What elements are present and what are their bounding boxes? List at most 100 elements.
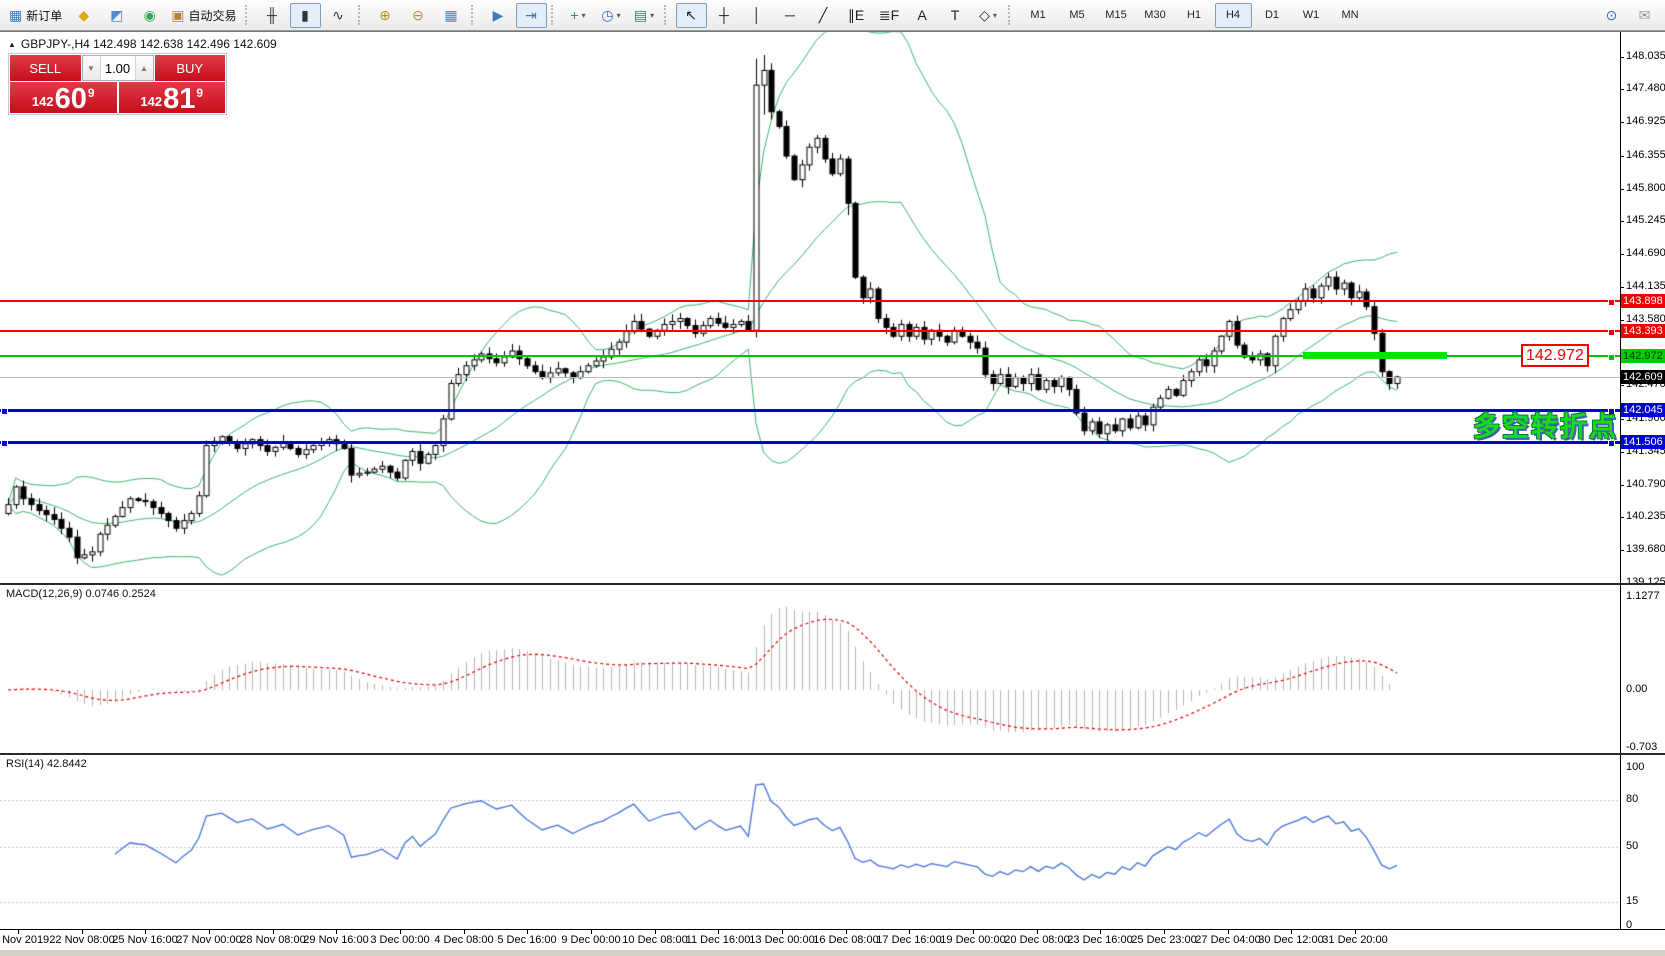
- arrows-icon: ◇: [979, 7, 990, 23]
- zoom-out-icon: ⊖: [412, 7, 424, 23]
- resistance-line-2-handle: [1608, 328, 1615, 336]
- price-tick-mark: [1620, 550, 1624, 551]
- bar-chart-button[interactable]: ╫: [257, 3, 288, 28]
- price-tick-label: 146.925: [1626, 115, 1665, 127]
- trendline-button[interactable]: ╱: [808, 3, 839, 28]
- new-order-button[interactable]: ▦ 新订单: [5, 3, 66, 28]
- volume-up-button[interactable]: ▲: [134, 56, 153, 80]
- timeframe-d1-button[interactable]: D1: [1264, 9, 1280, 21]
- autotrading-button[interactable]: ▣ 自动交易: [167, 3, 240, 28]
- templates-button[interactable]: ▤ ▾: [629, 3, 660, 28]
- text-button[interactable]: A: [907, 3, 938, 28]
- rsi-panel-canvas[interactable]: [0, 754, 1620, 929]
- price-tick-mark: [1620, 517, 1624, 518]
- pivot-line-thick-segment[interactable]: [1303, 352, 1447, 359]
- price-tick-label: 144.690: [1626, 247, 1665, 259]
- main-chart-canvas[interactable]: [0, 31, 1620, 584]
- timeframe-w1-button[interactable]: W1: [1302, 9, 1320, 21]
- price-badge-143.393: 143.393: [1621, 324, 1665, 338]
- resistance-line-2[interactable]: [0, 328, 1620, 336]
- candlestick-chart-button[interactable]: ▮: [289, 2, 321, 28]
- price-tick-mark: [1620, 254, 1624, 255]
- timeframe-m5-button[interactable]: M5: [1069, 9, 1085, 21]
- price-tick-label: 139.680: [1626, 543, 1665, 555]
- horizontal-line-button[interactable]: ─: [775, 3, 806, 28]
- support-line-2[interactable]: [0, 440, 1620, 447]
- zoom-out-button[interactable]: ⊖: [403, 3, 434, 28]
- arrows-button[interactable]: ◇ ▾: [973, 3, 1004, 28]
- buy-price-prefix: 142: [140, 94, 163, 109]
- periods-icon: ◷: [601, 7, 614, 23]
- price-tick-label: 146.355: [1626, 149, 1665, 161]
- zoom-in-button[interactable]: ⊕: [370, 3, 401, 28]
- pivot-annotation-text[interactable]: 多空转折点: [1473, 412, 1618, 442]
- navigator-button[interactable]: ◩: [101, 3, 132, 28]
- toolbar-separator: [663, 5, 670, 25]
- community-button[interactable]: ✉: [1629, 3, 1660, 28]
- macd-panel-separator[interactable]: [0, 583, 1665, 585]
- time-tick-mark: [1037, 930, 1038, 934]
- support-line-1[interactable]: [0, 408, 1620, 415]
- one-click-collapse-icon[interactable]: ▲: [8, 39, 16, 49]
- vertical-line-button[interactable]: │: [742, 3, 773, 28]
- support-line-2-handle: [1608, 440, 1615, 447]
- volume-down-button[interactable]: ▼: [82, 56, 101, 80]
- sell-price-button[interactable]: 142 60 9: [10, 82, 117, 114]
- new-order-button-label: 新订单: [26, 8, 63, 23]
- timeframe-m1-button[interactable]: M1: [1030, 9, 1046, 21]
- fibonacci-button[interactable]: ≣F: [874, 3, 905, 28]
- search-button[interactable]: ⊙: [1596, 3, 1627, 28]
- macd-panel-canvas[interactable]: [0, 584, 1620, 754]
- time-tick-mark: [336, 930, 337, 934]
- periods-button[interactable]: ◷ ▾: [596, 3, 627, 28]
- buy-button[interactable]: BUY: [154, 55, 225, 81]
- time-tick-label: 27 Nov 00:00: [176, 934, 242, 946]
- price-badge-142.609: 142.609: [1621, 370, 1665, 384]
- equidistant-channel-button[interactable]: ∥E: [841, 3, 872, 28]
- rsi-axis-label: 100: [1626, 761, 1645, 773]
- rsi-panel-separator[interactable]: [0, 753, 1665, 755]
- autotrading-icon: ▣: [171, 7, 185, 23]
- rsi-axis-label: 80: [1626, 793, 1639, 805]
- sound-alert-button[interactable]: ◉: [134, 3, 165, 28]
- horizontal-line-icon: ─: [785, 7, 795, 23]
- tile-windows-button[interactable]: ▦: [436, 3, 467, 28]
- timeframe-m15-button[interactable]: M15: [1105, 9, 1127, 21]
- pivot-price-tag[interactable]: 142.972: [1521, 344, 1589, 367]
- time-tick-label: 17 Dec 16:00: [876, 934, 942, 946]
- line-chart-button[interactable]: ∿: [323, 3, 354, 28]
- new-chart-button[interactable]: + ▾: [563, 3, 594, 28]
- chevron-down-icon: ▾: [650, 10, 655, 20]
- search-icon: ⊙: [1605, 7, 1618, 23]
- chart-shift-button[interactable]: ⇥: [515, 2, 547, 28]
- time-tick-label: 21 Nov 2019: [0, 934, 50, 946]
- price-tick-mark: [1620, 287, 1624, 288]
- rsi-axis-label: 50: [1626, 840, 1639, 852]
- auto-scroll-button[interactable]: ▶: [483, 3, 514, 28]
- sell-button[interactable]: SELL: [10, 55, 81, 81]
- time-tick-label: 13 Dec 00:00: [749, 934, 815, 946]
- toolbar-separator: [357, 5, 364, 25]
- time-tick-label: 25 Dec 23:00: [1131, 934, 1197, 946]
- time-tick-mark: [591, 930, 592, 934]
- buy-price-button[interactable]: 142 81 9: [118, 82, 225, 114]
- text-label-button[interactable]: T: [940, 3, 971, 28]
- market-watch-button[interactable]: ◆: [68, 3, 99, 28]
- resistance-line-1[interactable]: [0, 298, 1620, 306]
- time-tick-mark: [145, 930, 146, 934]
- time-tick-label: 4 Dec 08:00: [434, 934, 494, 946]
- volume-input[interactable]: [100, 56, 135, 80]
- sell-price-pip: 9: [87, 86, 95, 100]
- timeframe-h4-button[interactable]: H4: [1214, 2, 1252, 28]
- crosshair-button[interactable]: ┼: [709, 3, 740, 28]
- price-tick-mark: [1620, 57, 1624, 58]
- timeframe-m30-button[interactable]: M30: [1144, 9, 1166, 21]
- toolbar-separator: [550, 5, 557, 25]
- cursor-button[interactable]: ↖: [675, 2, 707, 28]
- time-tick-label: 11 Dec 16:00: [685, 934, 751, 946]
- timeframe-mn-button[interactable]: MN: [1341, 9, 1359, 21]
- pivot-line[interactable]: [0, 353, 1620, 361]
- timeframe-h1-button[interactable]: H1: [1186, 9, 1202, 21]
